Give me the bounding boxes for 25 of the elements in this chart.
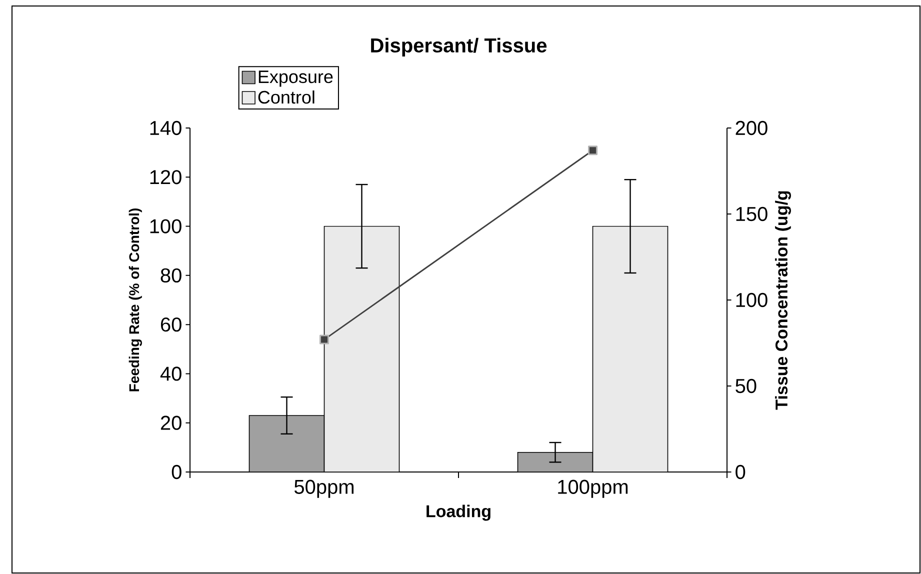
y-tick-label: 100 xyxy=(150,219,182,234)
y-tick-label: 40 xyxy=(160,366,182,381)
bar xyxy=(248,415,325,472)
y-tick-label: 20 xyxy=(160,416,182,430)
y-axis-title: Feeding Rate (% of Control) xyxy=(128,208,142,392)
x-axis-title: Loading xyxy=(426,504,490,521)
y-tick-label: 140 xyxy=(150,120,182,136)
y2-tick-label: 50 xyxy=(736,378,756,394)
y2-axis-title: Tissue Concentration (ug/g xyxy=(775,191,791,410)
y2-tick-label: 100 xyxy=(736,292,768,308)
bar xyxy=(592,226,668,472)
x-tick-label: 50ppm xyxy=(294,480,354,498)
y2-tick-label: 200 xyxy=(736,120,768,136)
y-tick-label: 0 xyxy=(172,464,182,480)
legend-label: Control xyxy=(258,90,314,104)
y-tick-label: 120 xyxy=(150,170,182,184)
y2-tick-label: 150 xyxy=(736,206,768,222)
legend-label: Exposure xyxy=(258,70,333,87)
y-tick-label: 80 xyxy=(160,268,182,282)
x-tick-label: 100ppm xyxy=(558,480,628,498)
y2-tick-label: 0 xyxy=(736,464,746,480)
bar xyxy=(517,452,594,472)
chart-title: Dispersant/ Tissue xyxy=(371,38,547,56)
bar xyxy=(324,226,400,472)
y-tick-label: 60 xyxy=(160,317,182,332)
